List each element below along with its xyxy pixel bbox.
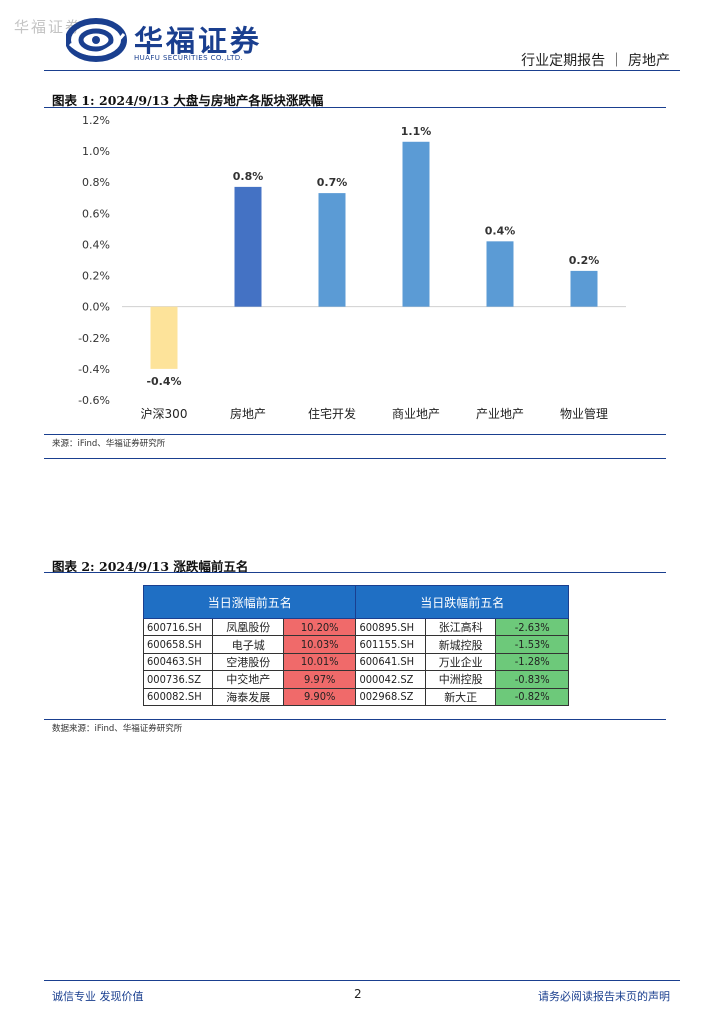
footer-divider (44, 980, 680, 981)
figure1-source-rule (44, 458, 666, 459)
loser-change: -2.63% (495, 617, 569, 637)
figure1-top-rule (44, 107, 666, 108)
bar (318, 193, 346, 307)
logo-swirl-icon (66, 18, 127, 62)
footer-slogan: 诚信专业 发现价值 (52, 990, 144, 1003)
footer-disclaimer: 请务必阅读报告末页的声明 (538, 990, 670, 1003)
figure2-top-rule (44, 572, 666, 573)
bar-data-label: 0.4% (485, 224, 516, 237)
gainer-change: 10.20% (282, 617, 357, 637)
gainer-change: 10.01% (282, 652, 357, 672)
category-label: 沪深300 (141, 407, 188, 421)
y-tick-label: 0.4% (82, 238, 110, 251)
figure1-title: 图表 1: 2024/9/13 大盘与房地产各版块涨跌幅 (52, 93, 324, 108)
y-tick-label: -0.4% (78, 363, 110, 376)
table-row: 600463.SH 空港股份 10.01% 600641.SH 万业企业 -1.28% (142, 652, 569, 672)
bar-data-label: 0.7% (317, 176, 348, 189)
gainer-name: 海泰发展 (212, 687, 284, 706)
loser-code: 002968.SZ (355, 687, 426, 706)
company-logo: 华福证券 HUAFU SECURITIES CO.,LTD. (66, 18, 266, 66)
figure2-title: 图表 2: 2024/9/13 涨跌幅前五名 (52, 559, 249, 574)
loser-code: 600641.SH (355, 652, 426, 672)
loser-change: -1.28% (495, 652, 569, 672)
loser-code: 601155.SH (355, 635, 426, 654)
figure2-bottom-rule (44, 719, 666, 720)
gainer-name: 凤凰股份 (212, 617, 284, 637)
top-movers-table: 当日涨幅前五名 当日跌幅前五名 600716.SH 凤凰股份 10.20% 60089… (142, 585, 569, 706)
y-tick-label: 0.0% (82, 301, 110, 314)
category-label: 住宅开发 (308, 406, 356, 421)
bar (486, 241, 514, 307)
figure1-source: 来源：iFind、华福证券研究所 (52, 439, 166, 449)
y-tick-label: 1.2% (82, 114, 110, 127)
gainer-name: 中交地产 (212, 670, 284, 689)
gainer-change: 10.03% (282, 635, 357, 654)
table-row: 000736.SZ 中交地产 9.97% 000042.SZ 中洲控股 -0.83% (142, 670, 569, 689)
figure1-bottom-rule (44, 434, 666, 435)
loser-code: 000042.SZ (355, 670, 426, 689)
watermark-text: 华福证券 (14, 18, 83, 36)
loser-name: 新大正 (424, 687, 497, 706)
bar-chart: 1.2% 1.0% 0.8% 0.6% 0.4% 0.2% 0.0% -0.2% -0.4% -0… (78, 114, 626, 421)
loser-change: -1.53% (495, 635, 569, 654)
gainer-name: 空港股份 (212, 652, 284, 672)
gainer-change: 9.97% (282, 670, 357, 689)
header-divider (44, 70, 680, 71)
loser-name: 新城控股 (424, 635, 497, 654)
bar-data-label: 0.8% (233, 170, 264, 183)
bar-data-label: 1.1% (401, 125, 432, 138)
figure2-source: 数据来源：iFind、华福证券研究所 (52, 724, 183, 734)
category-label: 物业管理 (560, 406, 608, 421)
table-row: 600082.SH 海泰发展 9.90% 002968.SZ 新大正 -0.82% (142, 687, 569, 706)
gainer-code: 600658.SH (142, 635, 214, 654)
gainer-code: 600082.SH (142, 687, 214, 706)
losers-header: 当日跌幅前五名 (355, 585, 569, 619)
bar (570, 270, 598, 307)
gainer-code: 600463.SH (142, 652, 214, 672)
loser-code: 600895.SH (355, 617, 426, 637)
gainer-name: 电子城 (212, 635, 284, 654)
logo-chinese-name: 华福证券 (134, 24, 263, 58)
y-tick-label: -0.6% (78, 394, 110, 407)
loser-name: 中洲控股 (424, 670, 497, 689)
table-header-row: 当日涨幅前五名 当日跌幅前五名 (142, 585, 569, 619)
gainer-code: 600716.SH (142, 617, 214, 637)
table-row: 600716.SH 凤凰股份 10.20% 600895.SH 张江高科 -2.63% (142, 617, 569, 637)
y-tick-label: -0.2% (78, 332, 110, 345)
category-label: 产业地产 (476, 407, 524, 421)
bar-data-label: -0.4% (146, 375, 181, 388)
category-label: 房地产 (230, 406, 266, 421)
bar (402, 141, 430, 307)
y-tick-label: 0.8% (82, 176, 110, 189)
gainer-change: 9.90% (282, 687, 357, 706)
bar (150, 306, 178, 369)
loser-name: 张江高科 (424, 617, 497, 637)
loser-change: -0.82% (495, 687, 569, 706)
table-row: 600658.SH 电子城 10.03% 601155.SH 新城控股 -1.53% (142, 635, 569, 654)
report-category: 行业定期报告 ｜ 房地产 (521, 53, 670, 69)
logo-english-name: HUAFU SECURITIES CO.,LTD. (134, 54, 244, 62)
bar-data-label: 0.2% (569, 254, 600, 267)
gainers-header: 当日涨幅前五名 (142, 585, 357, 619)
gainer-code: 000736.SZ (142, 670, 214, 689)
bar (234, 186, 262, 307)
page-number: 2 (354, 987, 362, 1001)
loser-change: -0.83% (495, 670, 569, 689)
y-tick-label: 1.0% (82, 145, 110, 158)
loser-name: 万业企业 (424, 652, 497, 672)
y-tick-label: 0.2% (82, 270, 110, 283)
y-tick-label: 0.6% (82, 207, 110, 220)
category-label: 商业地产 (392, 406, 440, 421)
